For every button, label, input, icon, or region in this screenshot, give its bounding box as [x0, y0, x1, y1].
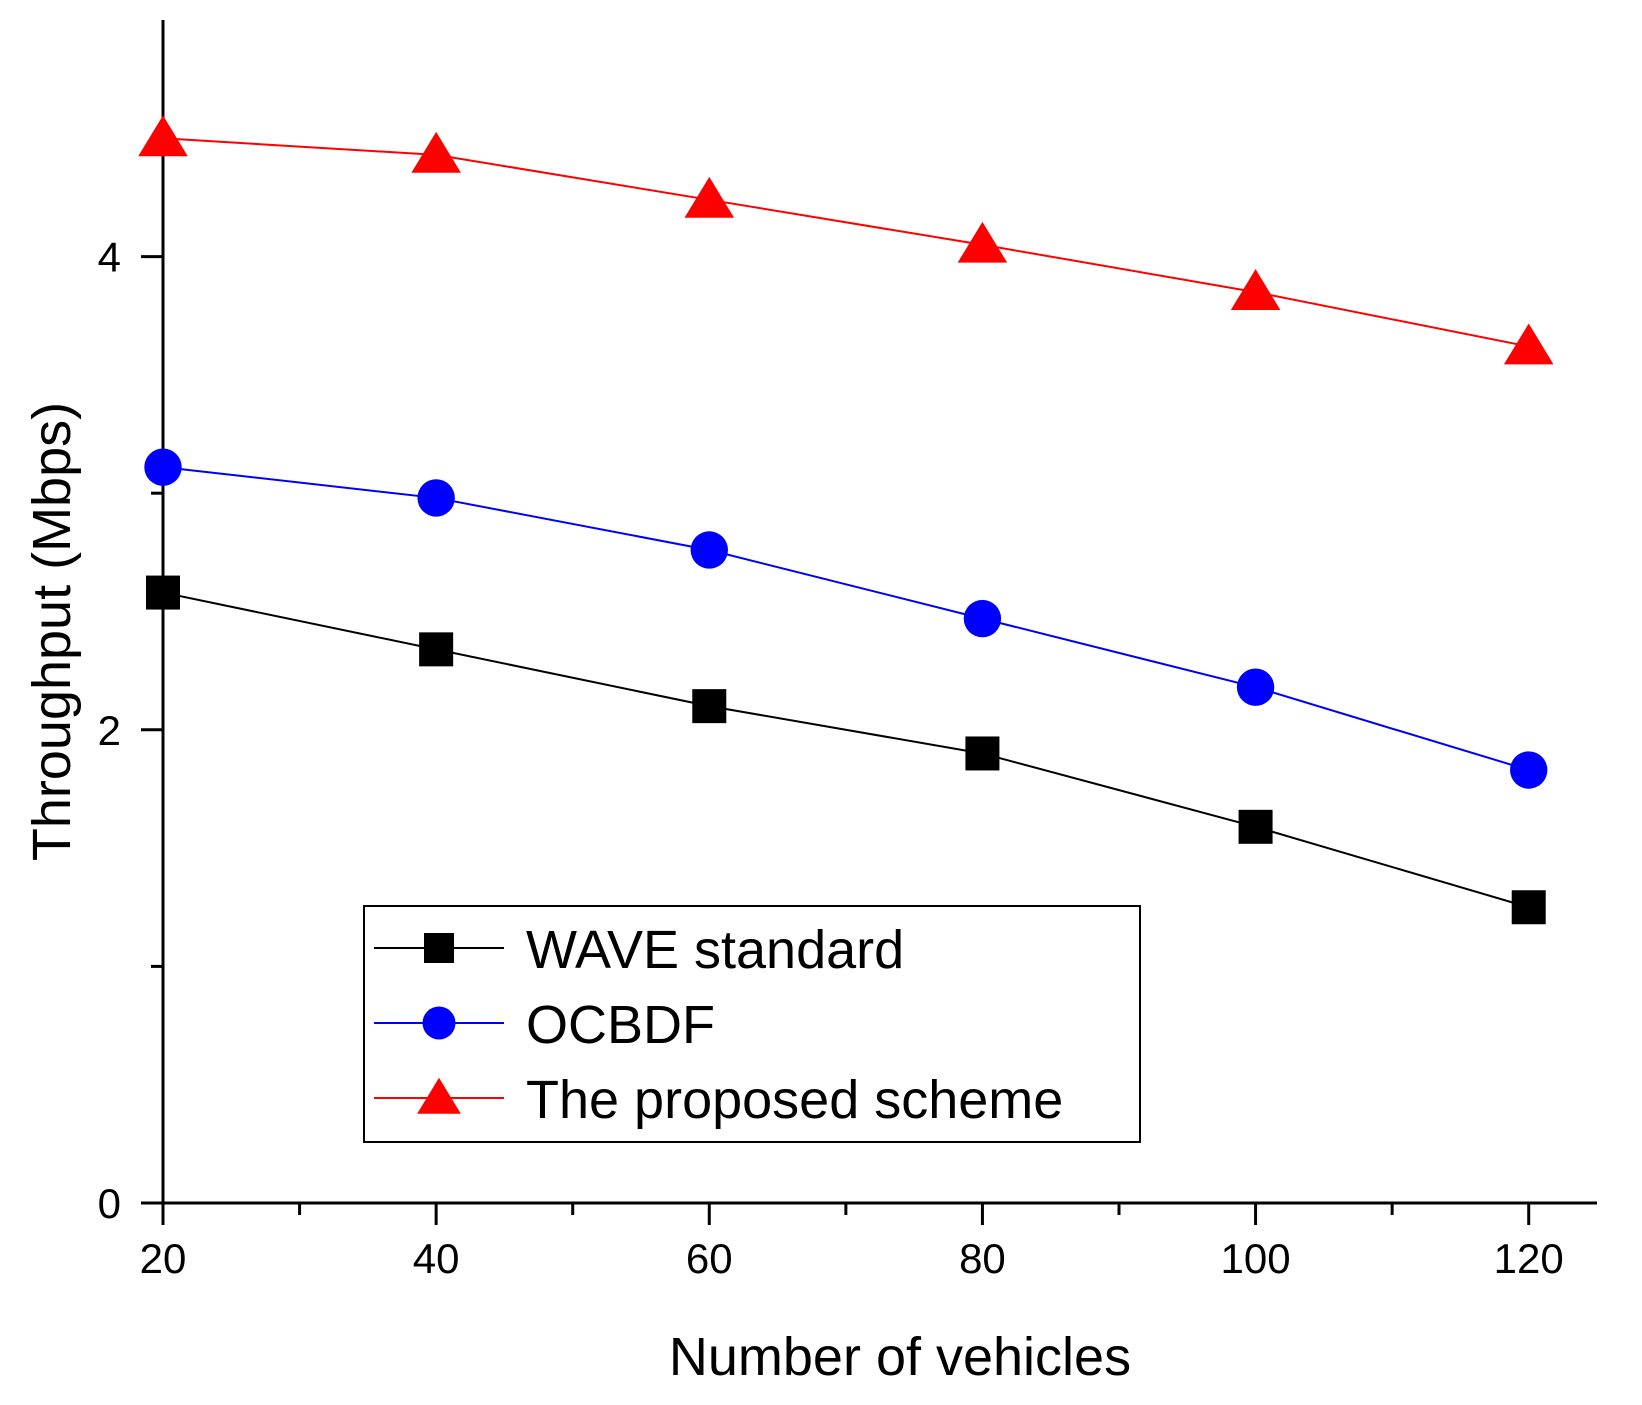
data-point	[1510, 751, 1548, 789]
legend: WAVE standard OCBDF The proposed scheme	[363, 905, 1141, 1143]
legend-label: OCBDF	[526, 995, 715, 1055]
x-axis-ticks: 20 40 60 80 100 120	[140, 1203, 1564, 1282]
data-point	[144, 448, 182, 486]
series-line	[162, 466, 1530, 771]
data-point	[146, 575, 180, 610]
series-square	[146, 575, 1546, 925]
series-layer	[138, 115, 1554, 925]
data-point	[684, 176, 735, 218]
data-point	[957, 221, 1008, 263]
x-axis-title: Number of vehicles	[669, 1327, 1131, 1387]
data-point	[692, 689, 727, 724]
x-tick-label: 60	[686, 1235, 733, 1282]
data-point	[1238, 809, 1273, 844]
plot-frame	[161, 20, 1597, 1205]
series-line	[162, 591, 1529, 909]
x-tick-label: 40	[413, 1235, 460, 1282]
legend-item: WAVE standard	[374, 920, 904, 980]
data-point	[417, 479, 455, 517]
x-tick-label: 100	[1221, 1235, 1291, 1282]
x-tick-label: 80	[959, 1235, 1006, 1282]
legend-label: WAVE standard	[526, 920, 904, 980]
y-tick-label: 2	[98, 707, 121, 754]
legend-items: WAVE standard OCBDF The proposed scheme	[374, 920, 1063, 1130]
series-line	[162, 137, 1529, 348]
x-tick-label: 120	[1494, 1235, 1564, 1282]
y-tick-label: 0	[98, 1180, 121, 1227]
data-point	[419, 632, 454, 667]
data-point	[411, 131, 461, 173]
legend-item: The proposed scheme	[374, 1070, 1063, 1130]
legend-marker	[422, 1006, 456, 1040]
legend-marker	[424, 933, 454, 963]
data-point	[965, 736, 1000, 771]
y-tick-label: 4	[98, 234, 121, 281]
legend-item: OCBDF	[374, 995, 715, 1055]
series-circle	[144, 448, 1548, 789]
series-triangle	[138, 115, 1554, 365]
legend-marker	[417, 1077, 461, 1114]
data-point	[1230, 269, 1281, 310]
data-point	[690, 531, 728, 569]
y-axis-title: Throughput (Mbps)	[22, 402, 82, 861]
data-point	[138, 115, 188, 157]
y-axis-ticks: 0 2 4	[98, 234, 163, 1227]
data-point	[1511, 890, 1546, 925]
data-point	[963, 599, 1002, 638]
x-tick-label: 20	[140, 1235, 187, 1282]
legend-label: The proposed scheme	[526, 1070, 1063, 1130]
data-point	[1503, 323, 1554, 365]
data-point	[1236, 668, 1275, 706]
